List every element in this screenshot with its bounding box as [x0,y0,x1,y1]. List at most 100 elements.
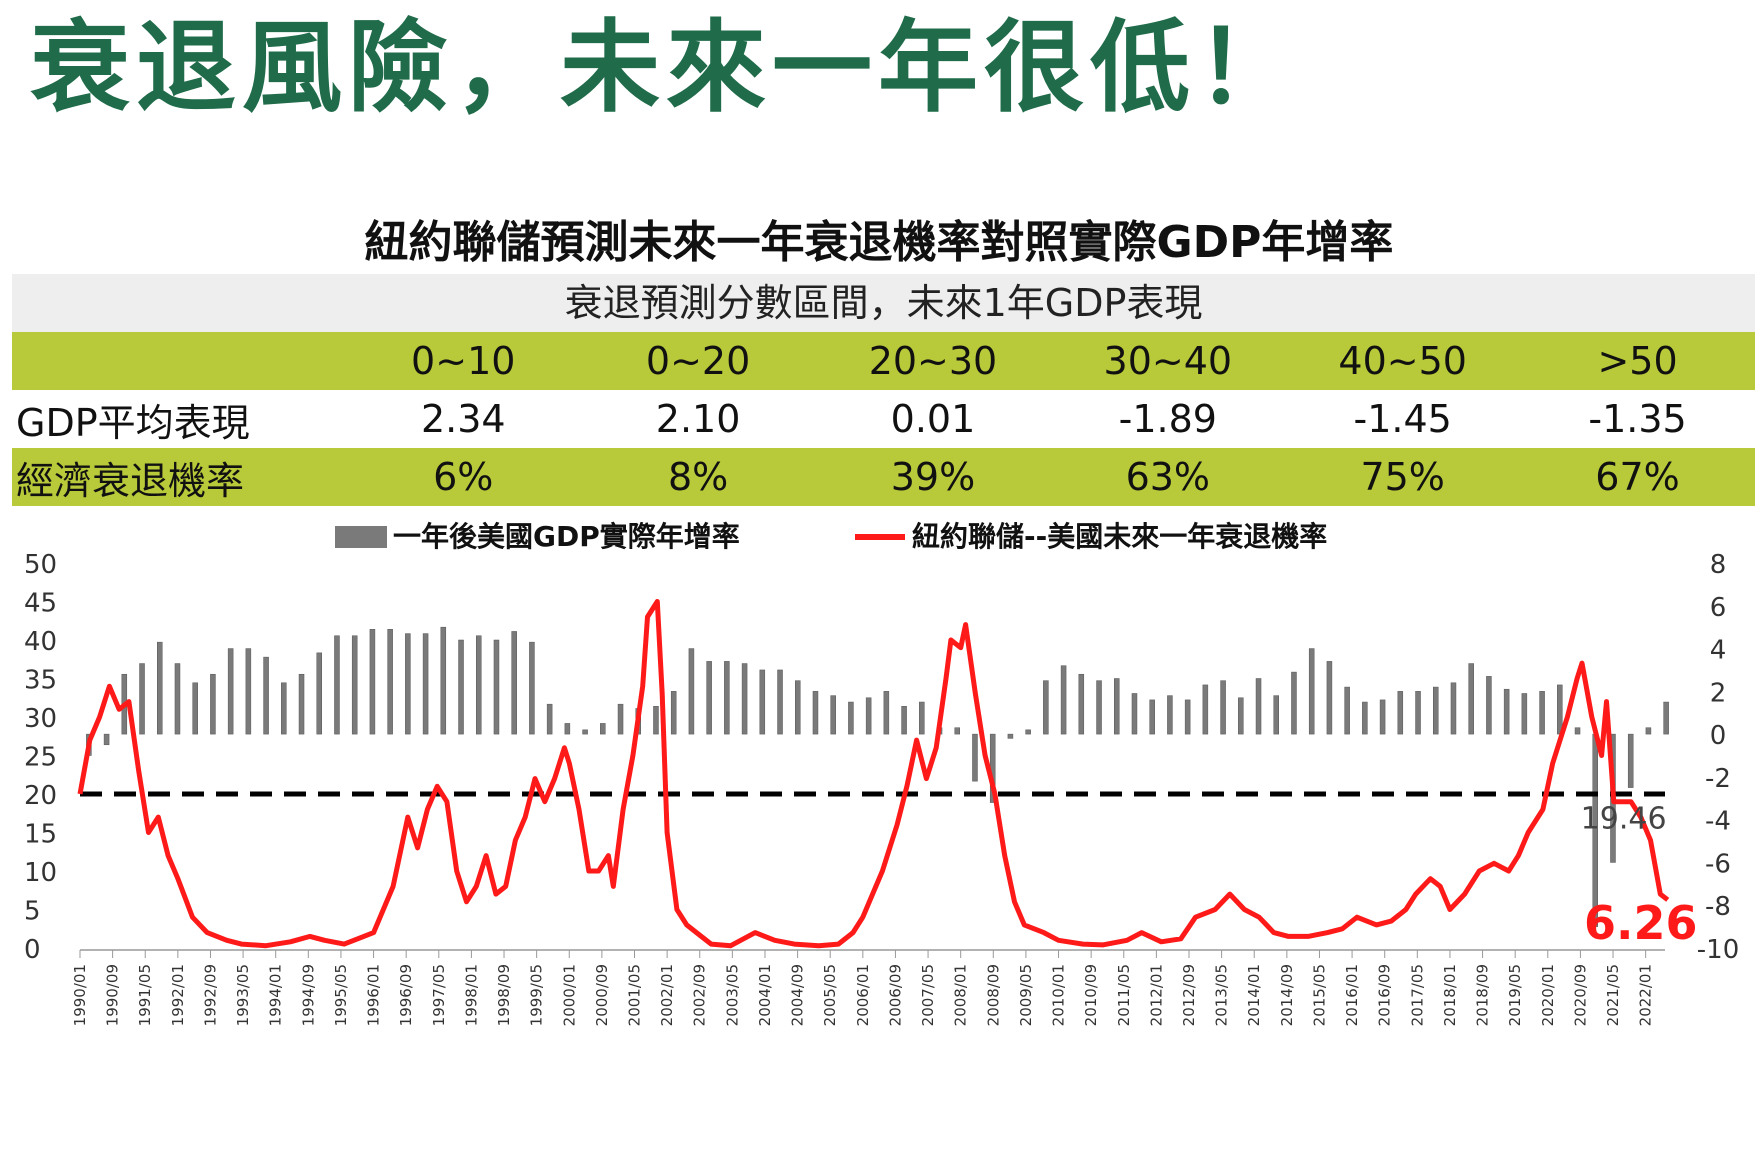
gdp-bar [865,697,872,735]
gdp-bar [1503,688,1510,735]
x-tick-label: 2012/01 [1147,964,1165,1026]
gdp-bar [1149,699,1155,735]
left-tick-label: 25 [24,743,57,773]
table-title: 紐約聯儲預測未來一年衰退機率對照實際GDP年增率 [364,217,1394,268]
x-tick-label: 1992/01 [169,964,187,1026]
gdp-bar [1308,648,1315,735]
gdp-bar [263,656,269,735]
right-tick-label: -2 [1705,764,1731,794]
gdp-bar [529,641,535,735]
x-tick-label: 2000/09 [593,964,611,1026]
right-tick-label: 2 [1710,678,1727,708]
gdp-bar [1007,733,1014,739]
gdp-bar [724,661,730,735]
gdp-bar [1167,695,1173,735]
gdp-bar [759,669,766,735]
gdp-bar [1574,727,1581,735]
gdp-bar [1202,684,1209,735]
gdp-bar [1645,727,1652,735]
legend-line-label: 紐約聯儲--美國未來一年衰退機率 [912,520,1327,553]
gdp-bar [351,635,358,735]
gdp-bar [405,633,411,735]
probability-cell: 63% [1125,455,1211,499]
gdp-bar [653,706,659,735]
x-tick-label: 2019/05 [1506,964,1524,1026]
x-tick-label: 2008/01 [952,964,970,1026]
x-tick-label: 2014/01 [1245,964,1263,1026]
x-tick-label: 1990/01 [71,964,89,1026]
gdp-bar [458,639,464,735]
gdp-cell: -1.35 [1588,397,1687,441]
gdp-bar [1238,697,1244,735]
gdp-bar [493,639,500,735]
left-tick-label: 20 [24,781,57,811]
x-tick-label: 1992/09 [201,964,219,1026]
recession-probability-line [77,599,1670,949]
x-tick-label: 2015/05 [1310,964,1328,1026]
gdp-bar [600,723,606,735]
gdp-bar [1362,701,1368,735]
gdp-bar [688,648,695,735]
left-tick-label: 5 [24,897,41,927]
gdp-bar [954,727,960,735]
gdp-bar [1096,680,1102,735]
gdp-bar [1379,699,1386,735]
x-tick-label: 2022/01 [1637,964,1655,1026]
gdp-bar [1220,680,1226,735]
gdp-bar [706,661,712,735]
gdp-bar [440,626,447,735]
gdp-cell: -1.45 [1353,397,1452,441]
x-tick-label: 2018/09 [1474,964,1492,1026]
left-tick-label: 45 [24,589,57,619]
gdp-bar [1273,695,1279,735]
gdp-cell: 0.01 [890,397,976,441]
annotation-19-46: 19.46 [1581,802,1667,837]
gdp-bar [298,673,305,735]
gdp-bar [1627,733,1634,788]
x-tick-label: 2017/05 [1408,964,1426,1026]
x-tick-label: 1994/01 [267,964,285,1026]
left-tick-label: 10 [24,858,57,888]
gdp-row: GDP平均表現 2.34 2.10 0.01 -1.89 -1.45 -1.35 [12,390,1755,448]
x-tick-label: 1996/09 [397,964,415,1026]
gdp-bar [670,691,677,735]
x-tick-label: 1995/05 [332,964,350,1026]
x-tick-label: 2010/01 [1050,964,1068,1026]
x-tick-label: 2005/05 [821,964,839,1026]
x-tick-label: 2003/05 [723,964,741,1026]
gdp-bar [1078,673,1085,735]
gdp-bar [139,663,145,735]
gdp-bar [1043,680,1049,735]
legend-bar-label: 一年後美國GDP實際年增率 [393,520,740,553]
gdp-bar [387,629,393,735]
gdp-bar [546,703,553,735]
gdp-bar [795,680,801,735]
gdp-bar [1450,682,1457,735]
x-tick-label: 1997/05 [430,964,448,1026]
gdp-bar [1131,693,1138,735]
gdp-bar [582,729,588,735]
left-tick-label: 35 [24,666,57,696]
recession-gdp-chart: 一年後美國GDP實際年增率 紐約聯儲--美國未來一年衰退機率 504540353… [24,520,1739,1026]
gdp-bar [1415,691,1421,735]
probability-row-label: 經濟衰退機率 [16,458,245,503]
gdp-bar [741,663,748,735]
left-tick-label: 50 [24,550,57,580]
gdp-bar [901,706,907,735]
table-subheader: 衰退預測分數區間，未來1年GDP表現 [12,274,1755,332]
x-tick-label: 1991/05 [136,964,154,1026]
gdp-bar [883,691,890,735]
gdp-bar [830,695,836,735]
range-cell: 40~50 [1338,339,1467,383]
gdp-bar [848,701,854,735]
x-axis: 1990/01 1990/09 1991/05 1992/01 1992/09 1993/… [71,950,1655,1026]
x-tick-label: 1993/05 [234,964,252,1026]
gdp-bar [1663,701,1669,735]
gdp-bar [1539,691,1545,735]
gdp-bar [1433,686,1439,735]
x-tick-label: 2007/05 [919,964,937,1026]
right-tick-label: -10 [1697,935,1739,965]
right-tick-label: -6 [1705,849,1731,879]
gdp-row-label: GDP平均表現 [16,400,250,445]
